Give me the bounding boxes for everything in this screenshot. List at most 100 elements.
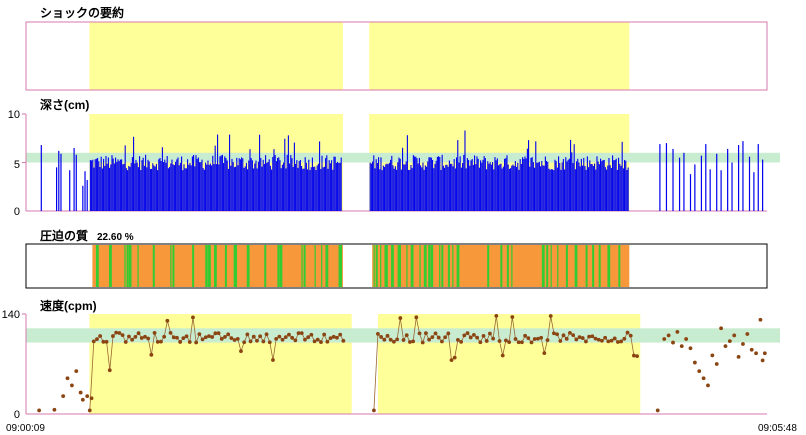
- rate-point: [468, 335, 473, 340]
- rate-point: [478, 340, 483, 345]
- rate-point: [609, 338, 614, 343]
- rate-point: [727, 339, 732, 344]
- rate-point: [684, 337, 689, 341]
- rate-point: [162, 334, 167, 339]
- rate-point: [561, 333, 566, 338]
- shock-compression-interval: [369, 22, 630, 90]
- rate-point: [736, 354, 741, 359]
- rate-point: [616, 340, 620, 344]
- quality-good-mark: [126, 245, 129, 287]
- rate-point: [258, 334, 263, 339]
- quality-good-mark: [447, 245, 450, 287]
- rate-point: [117, 331, 122, 335]
- quality-good-mark: [550, 245, 552, 287]
- rate-point: [587, 334, 592, 339]
- rate-point: [306, 335, 311, 340]
- quality-good-mark: [423, 245, 427, 287]
- rate-point: [558, 339, 563, 343]
- rate-point: [315, 337, 320, 342]
- rate-point: [290, 335, 295, 340]
- rate-point: [319, 340, 323, 344]
- rate-point: [424, 331, 428, 336]
- rate-point: [139, 336, 144, 340]
- rate-point: [539, 335, 544, 340]
- quality-good-mark: [246, 245, 250, 287]
- rate-point: [516, 340, 521, 345]
- shock-summary-panel: [89, 22, 630, 90]
- rate-point: [277, 334, 282, 339]
- quality-good-mark: [598, 245, 601, 287]
- quality-good-mark: [428, 245, 431, 287]
- quality-good-mark: [301, 245, 303, 287]
- quality-good-mark: [264, 245, 267, 287]
- rate-point: [133, 334, 138, 339]
- quality-good-mark: [441, 245, 444, 287]
- rate-point: [171, 335, 176, 340]
- rate-panel: [22, 313, 780, 415]
- quality-good-mark: [500, 245, 503, 287]
- rate-point: [111, 334, 115, 338]
- rate-point: [571, 333, 576, 338]
- rate-point: [293, 338, 298, 343]
- depth-ytick-5: 5: [14, 159, 20, 171]
- rate-point: [414, 315, 419, 320]
- rate-point: [603, 335, 608, 340]
- rate-point: [488, 331, 492, 336]
- rate-point: [662, 337, 667, 341]
- rate-point: [446, 331, 451, 336]
- rate-point: [200, 337, 205, 342]
- rate-point: [580, 336, 585, 340]
- quality-good-mark: [430, 245, 434, 287]
- rate-point: [74, 369, 79, 374]
- quality-good-mark: [373, 245, 375, 287]
- depth-title: 深さ(cm): [40, 97, 89, 112]
- rate-point: [440, 339, 444, 344]
- rate-point: [98, 334, 103, 338]
- rate-point: [443, 335, 448, 340]
- quality-good-mark: [95, 245, 99, 287]
- quality-good-mark: [618, 245, 621, 287]
- rate-point: [612, 336, 617, 341]
- rate-point: [545, 338, 550, 343]
- rate-point: [229, 336, 234, 341]
- shock-compression-interval: [89, 22, 343, 90]
- rate-point: [692, 360, 697, 365]
- rate-point: [388, 337, 393, 342]
- quality-good-mark: [170, 245, 172, 287]
- rate-point: [239, 349, 243, 354]
- rate-point: [452, 355, 457, 360]
- rate-point: [430, 335, 435, 340]
- quality-good-mark: [224, 245, 227, 287]
- quality-good-mark: [585, 245, 588, 287]
- rate-point: [526, 336, 531, 341]
- quality-good-mark: [546, 245, 549, 287]
- shock-summary-frame: [25, 21, 768, 91]
- rate-point: [462, 333, 467, 338]
- rate-point: [497, 339, 502, 343]
- rate-point: [226, 332, 231, 337]
- rate-point: [491, 336, 496, 341]
- rate-point: [504, 338, 508, 343]
- rate-point: [197, 332, 202, 337]
- rate-point: [127, 334, 131, 339]
- rate-point: [584, 339, 588, 344]
- rate-point: [120, 333, 125, 338]
- rate-point: [714, 362, 719, 366]
- rate-point: [207, 334, 211, 339]
- rate-point: [194, 340, 199, 345]
- rate-point: [309, 332, 314, 337]
- quality-good-mark: [406, 245, 408, 287]
- rate-point: [475, 335, 480, 340]
- quality-good-mark: [607, 245, 611, 287]
- quality-good-mark: [235, 245, 238, 287]
- rate-point: [331, 334, 336, 339]
- rate-point: [494, 313, 499, 318]
- quality-good-mark: [137, 245, 139, 287]
- rate-point: [376, 332, 380, 336]
- shock-summary-title: ショックの要約: [40, 5, 124, 20]
- rate-point: [85, 394, 90, 399]
- quality-good-mark: [338, 245, 342, 287]
- rate-point: [219, 336, 224, 341]
- rate-point: [619, 339, 624, 344]
- rate-point: [436, 335, 441, 340]
